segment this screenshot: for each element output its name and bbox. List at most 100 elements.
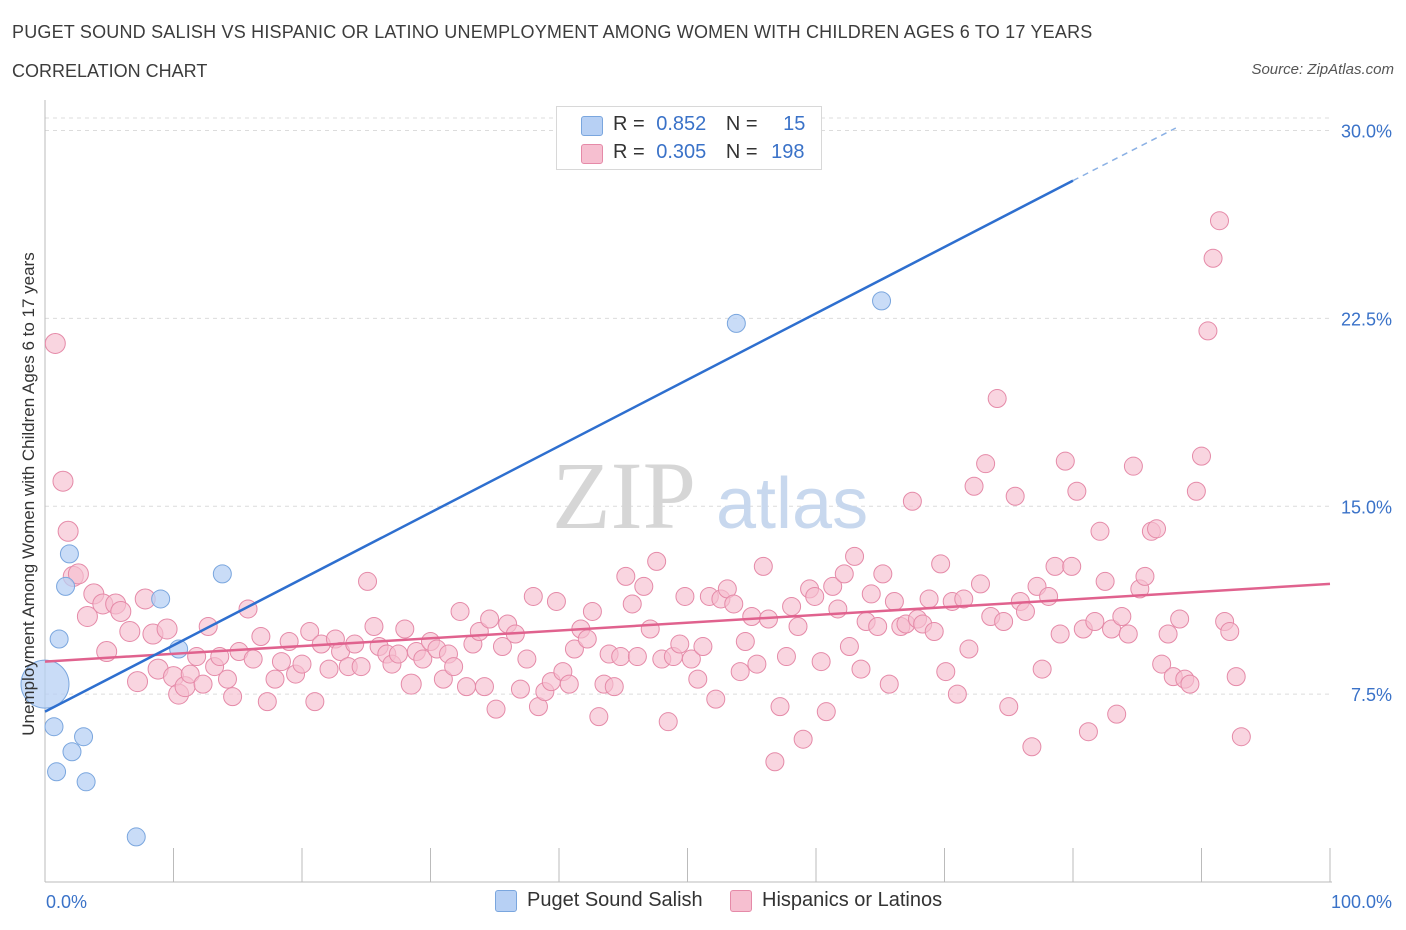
hispanic-point: [1039, 586, 1059, 606]
hispanic-point: [976, 454, 996, 474]
hispanic-point: [1170, 609, 1190, 629]
hispanic-point: [67, 563, 89, 585]
hispanic-point: [987, 389, 1007, 409]
hispanic-point: [582, 601, 602, 621]
salish-point: [44, 717, 64, 737]
salish-trend-extension: [1072, 127, 1177, 182]
hispanic-point: [753, 556, 773, 576]
hispanic-point: [433, 669, 453, 689]
hispanic-point: [994, 611, 1014, 631]
hispanic-point: [1015, 601, 1035, 621]
x-tick-label-start: 0.0%: [46, 892, 87, 912]
hispanic-point: [936, 662, 956, 682]
hispanic-point: [400, 673, 422, 695]
hispanic-point: [1192, 446, 1211, 466]
hispanic-point: [257, 692, 277, 712]
hispanic-point: [119, 621, 141, 643]
hispanic-point: [110, 600, 132, 622]
salish-points: [20, 291, 892, 847]
hispanic-point: [1107, 704, 1127, 724]
hispanic-point: [546, 591, 566, 611]
hispanic-point: [364, 616, 384, 636]
hispanic-point: [388, 644, 408, 664]
hispanic-point: [395, 619, 415, 639]
hispanic-point: [510, 679, 530, 699]
hispanic-point: [76, 605, 98, 627]
hispanic-point: [1231, 727, 1251, 747]
salish-point: [74, 727, 94, 747]
hispanic-point: [845, 546, 865, 566]
hispanic-point: [793, 729, 813, 749]
hispanic-point: [1050, 624, 1070, 644]
hispanic-point: [57, 520, 79, 542]
hispanic-point: [559, 674, 579, 694]
r-label: R =: [613, 141, 645, 163]
hispanic-point: [187, 647, 207, 667]
hispanic-point: [1220, 622, 1240, 642]
hispanic-point: [816, 702, 836, 722]
hispanic-point: [1180, 674, 1200, 694]
salish-point: [126, 827, 146, 847]
hispanic-point: [919, 589, 939, 609]
hispanic-point: [1123, 456, 1143, 476]
hispanic-point: [647, 551, 667, 571]
r-label: R =: [613, 113, 645, 135]
hispanic-point: [611, 647, 631, 667]
hispanic-point: [156, 618, 178, 640]
hispanic-point: [251, 627, 271, 647]
source-credit: Source: ZipAtlas.com: [1251, 61, 1394, 78]
trend-lines: [44, 127, 1331, 713]
hispanic-point: [1062, 556, 1082, 576]
hispanic-point: [782, 596, 802, 616]
hispanic-point: [300, 622, 320, 642]
hispanic-point: [1198, 321, 1218, 341]
y-tick-label: 30.0%: [1341, 122, 1392, 142]
hispanic-point: [413, 649, 433, 669]
salish-legend-label: Puget Sound Salish: [527, 889, 703, 911]
chart-title: PUGET SOUND SALISH VS HISPANIC OR LATINO…: [12, 22, 1093, 42]
hispanic-point: [474, 677, 494, 697]
hispanic-point: [788, 616, 808, 636]
hispanic-point: [959, 639, 979, 659]
hispanic-point: [765, 752, 785, 772]
hispanic-point: [670, 634, 690, 654]
hispanic-point: [523, 586, 543, 606]
gridlines: [45, 117, 1330, 695]
hispanic-r-value: 0.305: [656, 141, 707, 163]
hispanic-point: [589, 707, 609, 727]
hispanic-point: [486, 699, 506, 719]
hispanic-point: [693, 637, 713, 657]
hispanic-point: [658, 712, 678, 732]
hispanic-point: [1135, 566, 1155, 586]
hispanic-point: [1209, 211, 1229, 231]
hispanic-point: [1085, 611, 1105, 631]
hispanic-point: [44, 332, 66, 354]
hispanic-point: [902, 491, 922, 511]
watermark: ZIP atlas: [552, 442, 868, 549]
salish-point: [726, 313, 746, 333]
hispanic-point: [861, 584, 881, 604]
hispanic-point: [823, 576, 843, 596]
hispanic-point: [1005, 486, 1025, 506]
hispanic-point: [627, 647, 647, 667]
axes: [44, 100, 1332, 883]
hispanic-point: [964, 476, 984, 496]
n-label: N =: [725, 113, 758, 135]
hispanic-point: [1045, 556, 1065, 576]
watermark-atlas: atlas: [716, 464, 868, 544]
hispanic-point: [193, 674, 213, 694]
salish-point: [76, 772, 96, 792]
tick-labels: 7.5% 15.0% 22.5% 30.0% 0.0% 100.0%: [46, 122, 1392, 912]
hispanic-point: [1112, 606, 1132, 626]
hispanic-point: [834, 564, 854, 584]
hispanic-point: [999, 697, 1019, 717]
salish-point: [47, 762, 67, 782]
watermark-zip: ZIP: [552, 442, 696, 549]
hispanic-point: [675, 586, 695, 606]
hispanic-point: [730, 662, 750, 682]
n-label: N =: [725, 141, 758, 163]
hispanic-point: [681, 649, 701, 669]
hispanic-point: [444, 657, 464, 677]
hispanic-n-value: 198: [771, 141, 805, 163]
salish-point: [20, 659, 70, 709]
